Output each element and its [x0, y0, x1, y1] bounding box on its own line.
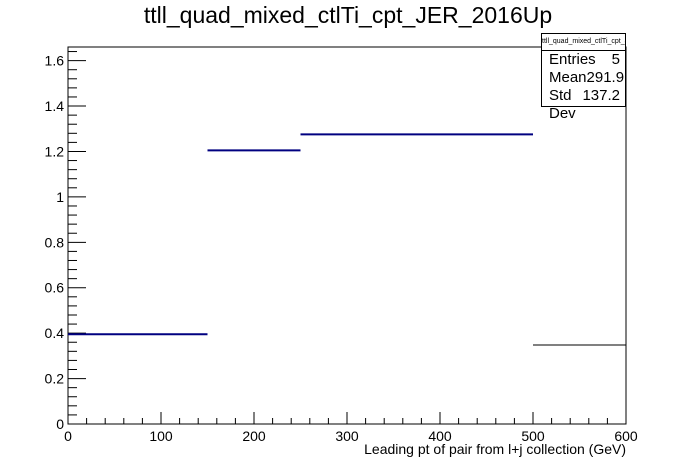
x-axis-label: Leading pt of pair from l+j collection (… [364, 441, 626, 457]
stats-mean-row: Mean 291.9 [542, 69, 625, 87]
histogram-bins [68, 133, 626, 346]
y-tick-label: 1.4 [45, 98, 65, 114]
y-tick-label: 0.4 [45, 325, 65, 341]
stats-stddev-row: Std Dev 137.2 [542, 87, 625, 122]
stats-box-title: ttll_quad_mixed_ctlTi_cpt_JER_2016Up [542, 34, 625, 51]
stats-entries-value: 5 [611, 51, 620, 68]
x-tick-label: 400 [428, 428, 452, 444]
y-tick-label: 0.2 [45, 371, 65, 387]
stats-entries-row: Entries 5 [542, 51, 625, 69]
y-tick-label: 0.8 [45, 234, 65, 250]
y-tick-label: 0.6 [45, 280, 65, 296]
x-tick-label: 300 [335, 428, 359, 444]
x-axis: 0 100 200 300 400 500 600 [64, 412, 638, 444]
y-tick-label: 0 [56, 416, 64, 432]
stats-box: ttll_quad_mixed_ctlTi_cpt_JER_2016Up Ent… [541, 33, 626, 122]
stats-mean-label: Mean [549, 69, 587, 86]
y-axis: 0 0.2 0.4 0.6 0.8 1 1.2 1.4 1.6 [45, 51, 86, 432]
x-tick-label: 100 [149, 428, 173, 444]
stats-stddev-label: Std Dev [549, 87, 576, 122]
stats-entries-label: Entries [549, 51, 596, 68]
y-tick-label: 1.2 [45, 143, 65, 159]
x-tick-label: 200 [242, 428, 266, 444]
x-tick-label: 500 [521, 428, 545, 444]
x-tick-label: 0 [64, 428, 72, 444]
y-tick-label: 1.6 [45, 53, 65, 69]
stats-stddev-value: 137.2 [582, 87, 620, 104]
stats-mean-value: 291.9 [586, 69, 625, 86]
chart-title: ttll_quad_mixed_ctlTi_cpt_JER_2016Up [143, 2, 553, 28]
y-tick-label: 1 [56, 189, 64, 205]
x-tick-label: 600 [614, 428, 638, 444]
